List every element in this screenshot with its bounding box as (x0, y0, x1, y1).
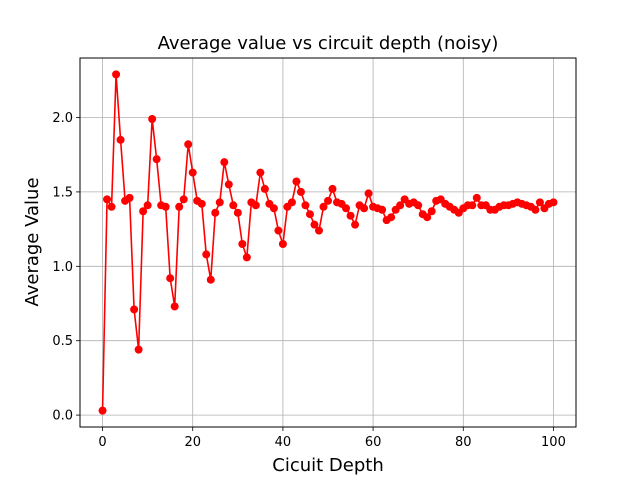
data-point (134, 345, 143, 354)
data-point (220, 158, 229, 167)
data-point (233, 208, 242, 217)
y-tick-label: 2.0 (52, 111, 73, 126)
series-line (101, 73, 554, 411)
series-layer (98, 70, 558, 415)
y-tick-label: 1.0 (52, 260, 73, 275)
y-axis-label: Average Value (22, 177, 43, 306)
data-point (184, 140, 193, 149)
data-point (116, 135, 125, 144)
x-tick-label: 0 (98, 435, 106, 450)
grid-layer (80, 58, 576, 427)
data-point (179, 195, 188, 204)
data-point (112, 70, 121, 79)
data-point (188, 168, 197, 177)
tick-layer: 0 20 40 60 80 100 0.0 0.5 1.0 1.5 2.0 (52, 111, 566, 450)
data-point (229, 201, 238, 210)
data-point (103, 195, 112, 204)
data-point (197, 199, 206, 208)
plot-frame (79, 57, 577, 428)
data-point (211, 208, 220, 217)
data-point (287, 198, 296, 207)
data-point (125, 193, 134, 202)
data-point (324, 196, 332, 205)
x-tick-label: 40 (275, 435, 292, 450)
data-point (387, 213, 396, 222)
data-point (346, 211, 355, 220)
data-point (310, 220, 319, 229)
y-tick-label: 0.5 (52, 334, 73, 349)
data-point (170, 302, 179, 311)
x-tick-label: 60 (365, 435, 382, 450)
data-point (319, 202, 328, 211)
data-point (152, 155, 161, 164)
data-point (130, 305, 139, 314)
data-point (260, 184, 269, 193)
chart-title: Average value vs circuit depth (noisy) (158, 33, 499, 54)
data-point (215, 198, 224, 207)
data-point (427, 207, 436, 216)
y-tick-label: 1.5 (52, 185, 73, 200)
data-point (549, 198, 558, 207)
data-point (161, 202, 170, 211)
y-tick-label: 0.0 (52, 409, 73, 424)
x-tick-label: 20 (184, 435, 201, 450)
data-point (224, 180, 233, 189)
data-point (360, 204, 369, 213)
x-tick-label: 80 (455, 435, 472, 450)
data-point (143, 201, 152, 210)
data-point (531, 205, 540, 214)
data-point (139, 207, 148, 216)
data-point (238, 239, 247, 248)
data-point (396, 201, 405, 210)
data-point (314, 226, 323, 235)
data-point (305, 210, 314, 219)
data-point (292, 177, 301, 186)
data-point (414, 201, 423, 210)
data-point (98, 406, 107, 415)
data-point (535, 198, 544, 207)
data-point (107, 202, 116, 211)
data-point (296, 187, 305, 196)
data-point (351, 220, 360, 229)
data-point (251, 201, 260, 210)
data-point (468, 201, 477, 210)
data-point (378, 205, 387, 214)
data-point (166, 274, 175, 283)
data-point (269, 204, 278, 213)
data-point (328, 184, 337, 193)
data-point (278, 239, 287, 248)
data-point (175, 202, 184, 211)
x-tick-label: 100 (541, 435, 566, 450)
x-axis-label: Cicuit Depth (272, 455, 383, 476)
data-point (202, 250, 211, 259)
data-point (256, 168, 265, 177)
data-point (148, 115, 157, 124)
data-point (342, 204, 351, 213)
data-point (242, 253, 251, 262)
data-point (206, 275, 215, 284)
data-point (423, 213, 432, 222)
data-point (274, 226, 283, 235)
data-point (472, 193, 481, 202)
data-point (301, 201, 310, 210)
data-point (364, 189, 373, 198)
